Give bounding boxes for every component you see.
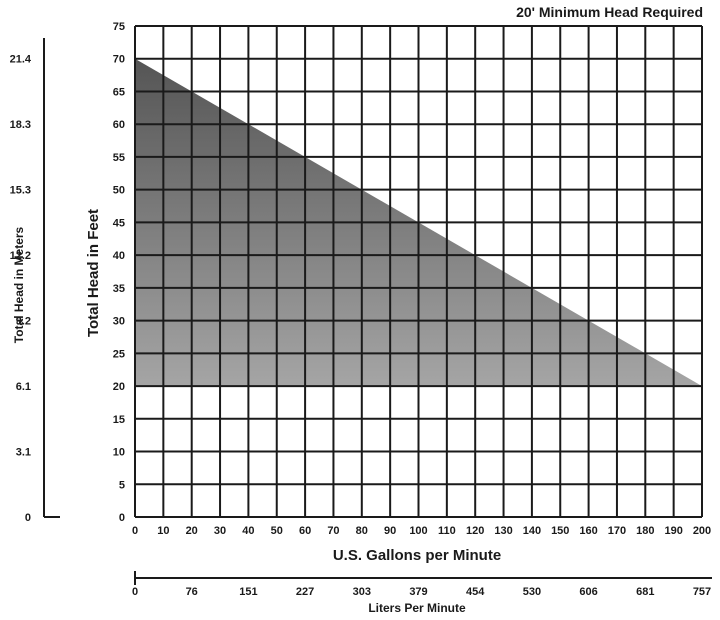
meters-axis: 0 3.1 6.1 9.2 12.2 15.3 18.3 21.4 (10, 38, 60, 524)
grid-lines (134, 25, 703, 518)
x-tick-label: 110 (438, 525, 456, 537)
y-tick-label: 50 (113, 185, 125, 197)
liters-axis-label: Liters Per Minute (368, 601, 466, 615)
meters-tick-label: 9.2 (16, 316, 31, 328)
y-tick-label: 65 (113, 86, 125, 98)
x-tick-label: 60 (299, 525, 311, 537)
liters-tick-label: 379 (409, 586, 427, 598)
x-tick-label: 100 (409, 525, 427, 537)
liters-tick-label: 227 (296, 586, 314, 598)
meters-tick-label: 21.4 (10, 54, 32, 66)
y-tick-label: 70 (113, 54, 125, 66)
chart-title: 20' Minimum Head Required (516, 4, 703, 20)
x-tick-label: 70 (327, 525, 339, 537)
x-tick-label: 120 (466, 525, 484, 537)
x-tick-label: 50 (271, 525, 283, 537)
liters-tick-label: 0 (132, 586, 138, 598)
y-tick-label: 15 (113, 414, 125, 426)
y-tick-label: 60 (113, 119, 125, 131)
x-tick-label: 160 (579, 525, 597, 537)
y-tick-label: 45 (113, 217, 125, 229)
meters-tick-label: 15.3 (10, 185, 31, 197)
liters-per-minute-axis: 0 76 151 227 303 379 454 530 606 681 757 (132, 571, 712, 598)
x-tick-label: 130 (494, 525, 512, 537)
y-tick-label: 40 (113, 250, 125, 262)
y-tick-labels: 0 5 10 15 20 25 30 35 40 45 50 55 60 65 70 75 (113, 21, 125, 524)
y-axis-label: Total Head in Feet (85, 209, 102, 337)
y-tick-label: 30 (113, 316, 125, 328)
y-tick-label: 25 (113, 348, 125, 360)
y-tick-label: 0 (119, 512, 125, 524)
x-tick-label: 80 (356, 525, 368, 537)
x-tick-labels: 0 10 20 30 40 50 60 70 80 90 100 110 120 130 140 150 160… (132, 525, 711, 537)
y-tick-label: 10 (113, 447, 125, 459)
x-tick-label: 150 (551, 525, 569, 537)
x-tick-label: 30 (214, 525, 226, 537)
meters-tick-label: 18.3 (10, 119, 31, 131)
y-tick-label: 75 (113, 21, 125, 33)
x-tick-label: 10 (157, 525, 169, 537)
x-tick-label: 20 (186, 525, 198, 537)
meters-tick-label: 6.1 (16, 381, 31, 393)
x-tick-label: 90 (384, 525, 396, 537)
x-tick-label: 180 (636, 525, 654, 537)
liters-tick-label: 303 (353, 586, 371, 598)
x-tick-label: 40 (242, 525, 254, 537)
liters-tick-label: 757 (693, 586, 711, 598)
x-tick-label: 0 (132, 525, 138, 537)
y-tick-label: 20 (113, 381, 125, 393)
x-tick-label: 200 (693, 525, 711, 537)
x-axis-label: U.S. Gallons per Minute (333, 547, 501, 564)
y-tick-label: 55 (113, 152, 125, 164)
liters-tick-label: 681 (636, 586, 654, 598)
liters-tick-label: 151 (239, 586, 257, 598)
x-tick-label: 140 (523, 525, 541, 537)
liters-tick-label: 76 (186, 586, 198, 598)
y-tick-label: 5 (119, 479, 125, 491)
liters-tick-label: 454 (466, 586, 485, 598)
y-tick-label: 35 (113, 283, 125, 295)
x-tick-label: 170 (608, 525, 626, 537)
liters-tick-label: 606 (579, 586, 597, 598)
meters-tick-label: 12.2 (10, 250, 31, 262)
liters-tick-label: 530 (523, 586, 541, 598)
meters-tick-label: 0 (25, 512, 31, 524)
meters-tick-label: 3.1 (16, 447, 31, 459)
x-tick-label: 190 (664, 525, 682, 537)
meters-axis-label: Total Head in Meters (12, 226, 26, 343)
